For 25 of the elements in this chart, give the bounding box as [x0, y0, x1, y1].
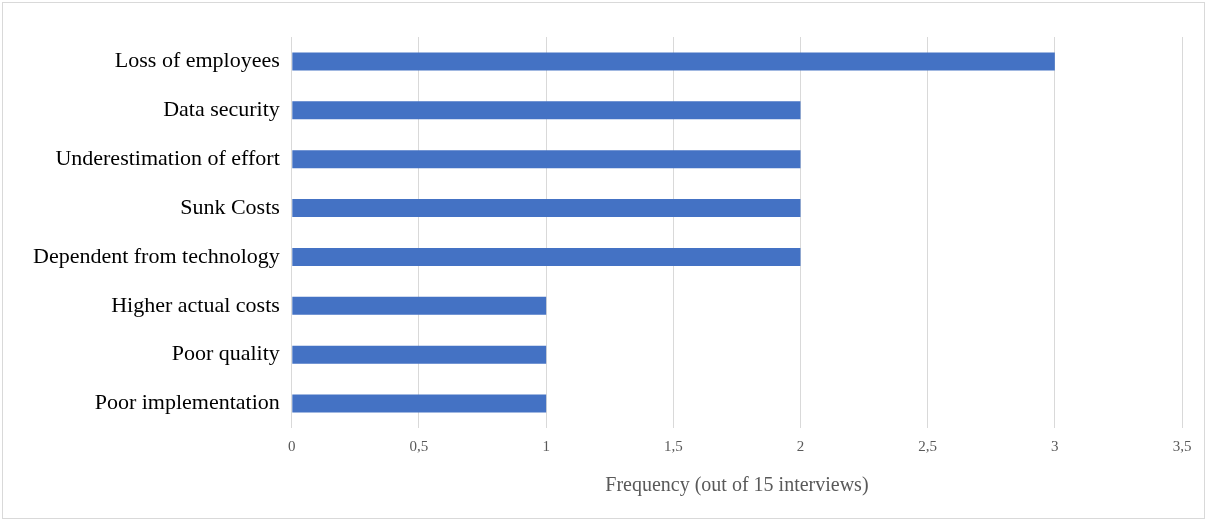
- x-tick-label: 3,5: [1172, 437, 1192, 454]
- bar: [292, 296, 547, 315]
- y-tick-label: Poor quality: [171, 340, 280, 366]
- x-tick-label: 3: [1051, 437, 1059, 454]
- x-axis-title: Frequency (out of 15 interviews): [605, 473, 869, 497]
- y-tick-label: Sunk Costs: [180, 193, 280, 219]
- x-tick-label: 2: [796, 437, 805, 454]
- bar: [292, 101, 801, 120]
- y-tick-label: Underestimation of effort: [55, 144, 280, 170]
- bar: [292, 150, 801, 169]
- x-tick-label: 1,5: [663, 437, 683, 454]
- x-tick-label: 2,5: [918, 437, 938, 454]
- bar: [292, 52, 1055, 71]
- y-tick-label: Dependent from technology: [33, 242, 280, 268]
- bar: [292, 394, 547, 413]
- y-tick-label: Loss of employees: [114, 47, 280, 73]
- x-tick-label: 0: [288, 437, 296, 454]
- bar: [292, 345, 547, 364]
- y-tick-label: Higher actual costs: [111, 291, 280, 317]
- x-tick-label: 1: [542, 437, 550, 454]
- y-tick-label: Poor implementation: [94, 389, 280, 415]
- bar: [292, 247, 801, 266]
- y-tick-label: Data security: [163, 96, 280, 122]
- x-tick-label: 0,5: [409, 437, 429, 454]
- bar: [292, 199, 801, 218]
